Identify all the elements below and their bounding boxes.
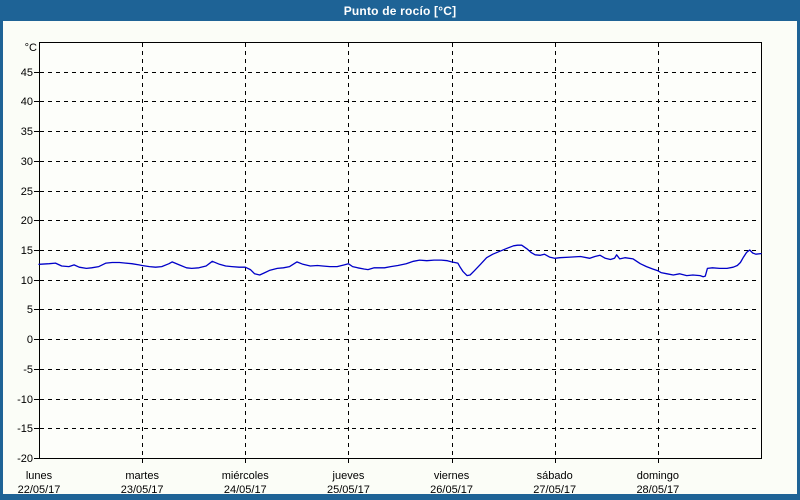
day-name-label: domingo (637, 470, 679, 482)
y-tick-label: 15 (21, 245, 33, 257)
day-date-label: 23/05/17 (121, 484, 164, 496)
y-tick-label: -10 (17, 394, 33, 406)
y-tick-label: 20 (21, 215, 33, 227)
y-axis-unit-label: °C (25, 42, 37, 54)
day-date-label: 22/05/17 (18, 484, 61, 496)
y-tick-label: 40 (21, 96, 33, 108)
y-tick-label: 35 (21, 126, 33, 138)
grid-lines (40, 43, 760, 457)
y-axis-labels: 45 40 35 30 25 20 15 10 5 0 -5 -10 -15 -20 °C (17, 42, 37, 465)
day-name-label: viernes (434, 470, 470, 482)
y-tick-label: 0 (27, 334, 33, 346)
y-tick-label: 5 (27, 304, 33, 316)
day-name-label: miércoles (222, 470, 270, 482)
day-name-label: sábado (537, 470, 573, 482)
y-tick-label: -15 (17, 423, 33, 435)
x-axis-labels: lunes 22/05/17 martes 23/05/17 miércoles 24/0… (18, 470, 680, 496)
dew-point-line (38, 244, 762, 278)
y-tick-label: 25 (21, 186, 33, 198)
day-date-label: 25/05/17 (327, 484, 370, 496)
day-date-label: 27/05/17 (533, 484, 576, 496)
day-name-label: jueves (332, 470, 365, 482)
day-name-label: martes (125, 470, 159, 482)
y-tick-label: -20 (17, 453, 33, 465)
day-date-label: 24/05/17 (224, 484, 267, 496)
y-tick-label: 10 (21, 275, 33, 287)
title-bar: Punto de rocío [°C] (0, 0, 800, 21)
y-tick-label: 45 (21, 67, 33, 79)
chart-title: Punto de rocío [°C] (343, 3, 457, 18)
day-name-label: lunes (26, 470, 53, 482)
day-date-label: 26/05/17 (430, 484, 473, 496)
y-tick-label: -5 (23, 364, 33, 376)
day-date-label: 28/05/17 (636, 484, 679, 496)
y-tick-label: 30 (21, 156, 33, 168)
axis-ticks (34, 72, 659, 463)
